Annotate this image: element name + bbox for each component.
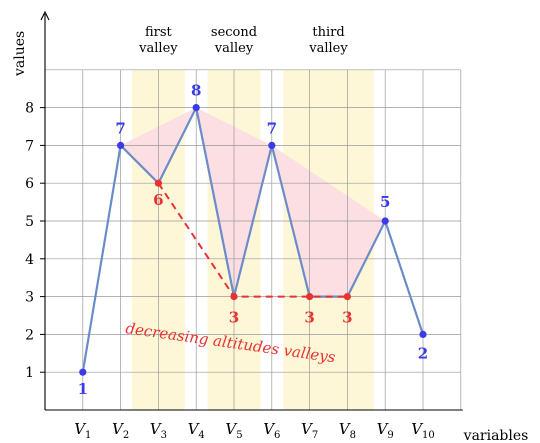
y-tick-label: 5 xyxy=(25,214,34,230)
y-tick-label: 3 xyxy=(25,290,34,306)
x-tick-label: V10 xyxy=(411,420,435,441)
x-tick-label: V6 xyxy=(263,420,280,441)
y-tick-label: 1 xyxy=(25,365,34,381)
valley-title-line1: first xyxy=(145,25,173,40)
data-label: 8 xyxy=(191,82,201,100)
data-point xyxy=(381,217,389,225)
data-point xyxy=(230,293,238,301)
data-label: 5 xyxy=(380,193,390,211)
x-tick-label: V1 xyxy=(74,420,91,441)
x-tick-label: V5 xyxy=(225,420,242,441)
x-tick-label: V8 xyxy=(339,420,356,441)
x-tick-label: V9 xyxy=(377,420,394,441)
x-tick-label: V2 xyxy=(112,420,129,441)
valley-title-line1: third xyxy=(312,25,344,40)
data-point xyxy=(343,293,351,301)
data-point xyxy=(268,141,276,149)
y-tick-label: 6 xyxy=(25,176,34,192)
y-axis-label: values xyxy=(12,31,28,77)
y-tick-label: 7 xyxy=(25,138,34,154)
valley-title-line2: valley xyxy=(138,41,178,56)
y-tick-label: 8 xyxy=(25,101,34,117)
data-point xyxy=(419,330,427,338)
data-label: 1 xyxy=(78,380,88,398)
data-label: 3 xyxy=(304,309,314,327)
y-tick-label: 2 xyxy=(25,327,34,343)
data-label: 3 xyxy=(342,309,352,327)
grid xyxy=(45,69,462,410)
valley-title-line2: valley xyxy=(214,41,254,56)
x-tick-label: V3 xyxy=(150,420,167,441)
data-point xyxy=(154,179,162,187)
points xyxy=(79,104,427,376)
y-axis-arrow xyxy=(40,10,50,21)
series-line xyxy=(81,106,425,373)
x-axis-label: variables xyxy=(463,428,529,443)
data-label: 3 xyxy=(229,309,239,327)
valley-title-line2: valley xyxy=(308,41,348,56)
data-point xyxy=(192,104,200,112)
data-label: 7 xyxy=(267,119,277,137)
series-polyline xyxy=(81,106,425,373)
data-label: 2 xyxy=(418,344,428,362)
labels: 1 2 3 4 5 6 7 8 values V1 V2 V3 V4 V5 V6 V7 V8 V9 V10 varia… xyxy=(12,25,528,443)
axes xyxy=(40,10,463,411)
data-point xyxy=(117,141,125,149)
data-point xyxy=(79,368,87,376)
data-label: 7 xyxy=(115,119,125,137)
y-tick-label: 4 xyxy=(25,252,34,268)
x-tick-label: V7 xyxy=(301,420,318,441)
valley-title-line1: second xyxy=(211,25,257,40)
data-label: 6 xyxy=(153,191,163,209)
data-point xyxy=(306,293,314,301)
x-tick-label: V4 xyxy=(188,420,205,441)
